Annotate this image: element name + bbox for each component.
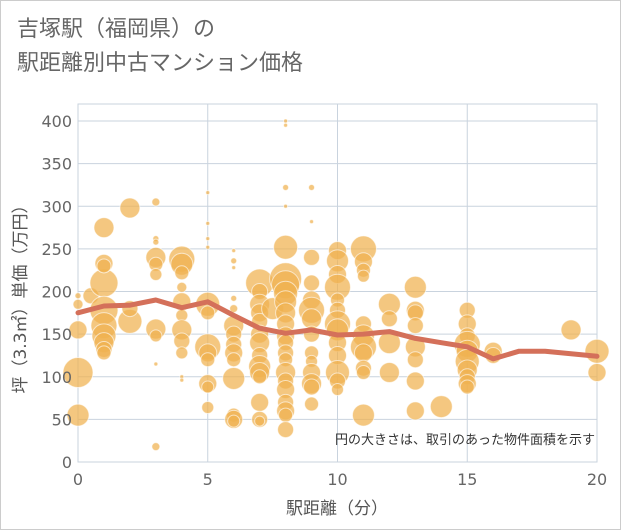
bubble-point [283, 118, 289, 124]
bubble-point [356, 269, 370, 283]
bubble-point [201, 380, 215, 394]
bubble-point [96, 258, 112, 274]
bubble-point [303, 274, 321, 292]
bubble-point [303, 248, 321, 266]
bubble-point [378, 362, 400, 383]
bubble-point [406, 351, 424, 369]
bubble-size-note: 円の大きさは、取引のあった物件面積を示す [335, 433, 595, 448]
bubble-point [74, 292, 82, 300]
chart-title-line-1: 吉塚駅（福岡県）の [17, 17, 216, 42]
bubble-point [429, 395, 453, 419]
bubble-point [179, 377, 185, 383]
average-line-series [75, 297, 600, 362]
bubble-point [231, 248, 237, 254]
bubble-point [226, 352, 242, 368]
bubble-point [229, 304, 239, 314]
bubble-point [283, 203, 289, 209]
bubble-point [308, 184, 316, 192]
bubble-point [303, 378, 321, 396]
x-tick-label: 0 [73, 470, 83, 489]
y-tick-label: 400 [41, 112, 72, 131]
bubble-point [205, 244, 211, 250]
bubble-point [355, 365, 371, 380]
x-tick-label: 5 [203, 470, 213, 489]
bubble-point [72, 298, 84, 310]
bubble-point [587, 363, 607, 382]
bubble-point [152, 238, 160, 246]
bubble-point [459, 379, 475, 395]
bubble-point [205, 236, 211, 242]
bubble-point [227, 414, 241, 428]
bubble-point [200, 352, 216, 368]
bubble-point [200, 305, 216, 321]
bubble-point [380, 310, 398, 328]
bubble-point [205, 220, 211, 226]
bubble-point [205, 190, 211, 196]
bubble-point [283, 122, 289, 128]
bubble-point [309, 219, 315, 225]
bubble-point [353, 343, 373, 363]
bubble-point [96, 345, 112, 361]
bubble-point [68, 320, 88, 340]
bubble-point [201, 400, 215, 414]
bubble-point [351, 403, 375, 427]
bubble-point [405, 371, 425, 391]
bubble-point [282, 184, 290, 192]
y-tick-label: 350 [41, 155, 72, 174]
bubble-point [277, 421, 295, 439]
bubble-point [149, 267, 163, 281]
bubble-point [278, 407, 294, 423]
y-tick-label: 250 [41, 240, 72, 259]
bubble-point [406, 317, 424, 335]
bubble-point [230, 294, 238, 302]
bubble-point [252, 369, 268, 385]
x-tick-label: 15 [457, 470, 477, 489]
bubble-point [254, 415, 266, 427]
x-tick-label: 20 [587, 470, 607, 489]
x-axis-title: 駅距離（分） [286, 499, 388, 519]
bubble-point [66, 403, 90, 427]
bubble-point [151, 442, 161, 452]
bubble-point [304, 396, 320, 412]
bubble-point [405, 401, 425, 421]
bubble-point [230, 257, 238, 265]
bubble-point [175, 346, 189, 360]
bubble-point [174, 265, 190, 281]
y-tick-label: 300 [41, 197, 72, 216]
y-tick-label: 100 [41, 368, 72, 387]
bubble-point [153, 361, 159, 367]
bubble-point [403, 275, 427, 299]
bubble-point [250, 392, 270, 412]
bubble-point [119, 197, 141, 219]
bubble-point [151, 197, 161, 207]
y-axis-title: 坪（3.3㎡）単価（万円） [11, 196, 31, 393]
y-tick-label: 50 [52, 410, 72, 429]
axis-ticks: 0 50 100 150 200 250 300 350 400 0 5 10 15 20 [41, 112, 607, 489]
bubble-point [93, 217, 115, 239]
bubble-point [560, 319, 582, 341]
x-tick-label: 10 [327, 470, 347, 489]
bubble-point [273, 234, 299, 260]
average-price-line [75, 297, 600, 362]
bubble-series [62, 118, 610, 452]
bubble-point [149, 329, 163, 343]
y-tick-label: 200 [41, 283, 72, 302]
chart-title: 吉塚駅（福岡県）の 駅距離別中古マンション価格 [17, 13, 303, 81]
bubble-point [176, 281, 188, 293]
bubble-point [231, 265, 237, 271]
bubble-point [584, 338, 610, 364]
bubble-point [62, 357, 94, 388]
bubble-point [222, 366, 246, 390]
chart-title-line-2: 駅距離別中古マンション価格 [17, 51, 304, 76]
y-tick-label: 0 [62, 453, 72, 472]
bubble-point [331, 383, 344, 397]
y-tick-label: 150 [41, 325, 72, 344]
